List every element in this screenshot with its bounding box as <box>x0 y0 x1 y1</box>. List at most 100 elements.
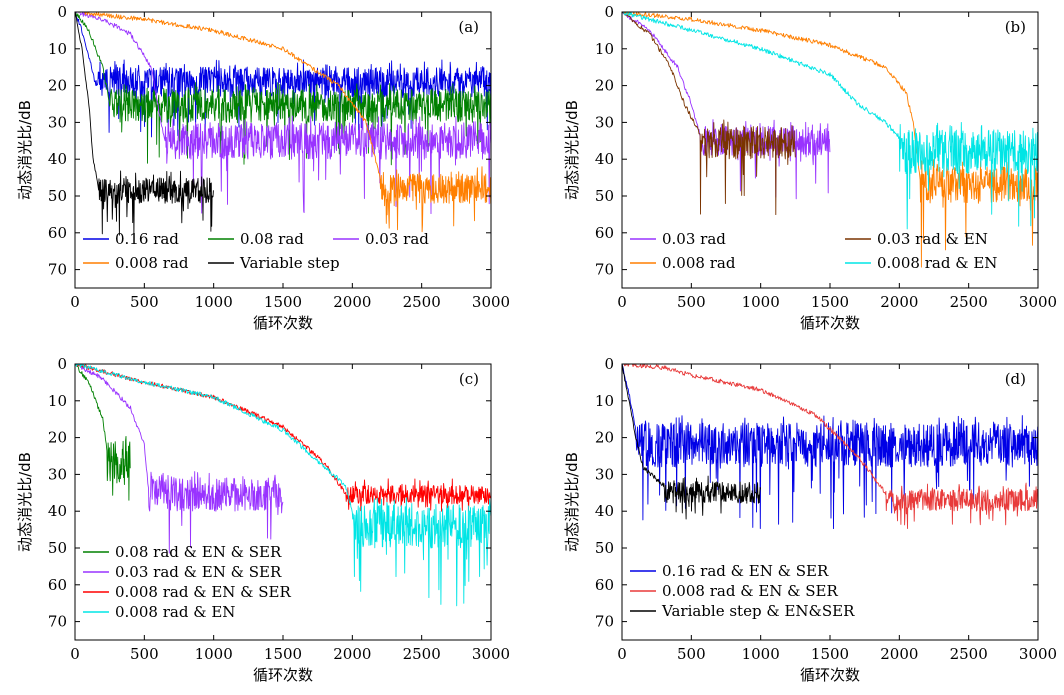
y-tick-label: 0 <box>604 3 614 21</box>
y-tick-label: 60 <box>48 224 67 242</box>
y-tick-label: 10 <box>595 40 614 58</box>
x-tick-label: 1500 <box>811 645 849 663</box>
y-tick-label: 30 <box>48 465 67 483</box>
x-axis-label: 循环次数 <box>253 314 313 332</box>
chart-panel-c: 0 500 1000 1500 2000 2500 3000 0 10 20 30 40 50 60 70 循… <box>16 355 510 684</box>
y-tick-label: 70 <box>595 261 614 279</box>
y-tick-label: 20 <box>595 429 614 447</box>
series-line-variable-step <box>75 12 214 236</box>
legend-entry: 0.03 rad & EN & SER <box>115 563 282 581</box>
legend-entry: 0.03 rad & EN <box>877 230 988 248</box>
y-tick-label: 40 <box>595 150 614 168</box>
legend-entry: 0.08 rad & EN & SER <box>115 543 282 561</box>
x-axis-label: 循环次数 <box>800 666 860 684</box>
y-tick-label: 10 <box>48 392 67 410</box>
series-line-0-008-rad-en <box>622 12 1038 230</box>
y-tick-label: 20 <box>48 429 67 447</box>
legend: 0.16 rad & EN & SER 0.008 rad & EN & SER V… <box>630 562 855 620</box>
legend-entry: 0.16 rad <box>115 230 179 248</box>
legend: 0.08 rad & EN & SER 0.03 rad & EN & SER 0.… <box>83 543 292 621</box>
x-tick-label: 1500 <box>264 293 302 311</box>
y-tick-label: 0 <box>57 355 67 373</box>
y-tick-label: 70 <box>48 261 67 279</box>
y-tick-label: 30 <box>48 113 67 131</box>
y-tick-label: 20 <box>595 77 614 95</box>
panel-label: (a) <box>458 18 479 36</box>
legend-entry: 0.008 rad & EN <box>877 254 997 272</box>
legend-entry: 0.03 rad <box>662 230 726 248</box>
x-tick-label: 2000 <box>333 645 371 663</box>
legend-entry: 0.03 rad <box>365 230 429 248</box>
x-tick-label: 1500 <box>264 645 302 663</box>
panel-label: (d) <box>1005 370 1026 388</box>
y-tick-label: 60 <box>48 576 67 594</box>
x-tick-label: 1000 <box>195 645 233 663</box>
x-tick-label: 500 <box>130 645 159 663</box>
series-line-0-008-rad <box>622 12 1038 268</box>
series-line-0-08-rad-en-ser <box>75 364 131 501</box>
x-tick-label: 2500 <box>950 293 988 311</box>
chart-panel-a: 0 500 1000 1500 2000 2500 3000 0 10 20 30 40 50 60 70 循… <box>16 3 510 332</box>
y-tick-label: 50 <box>48 187 67 205</box>
y-tick-label: 20 <box>48 77 67 95</box>
chart-panel-b: 0 500 1000 1500 2000 2500 3000 0 10 20 30 40 50 60 70 循… <box>563 3 1057 332</box>
x-axis-label: 循环次数 <box>800 314 860 332</box>
x-tick-label: 500 <box>677 293 706 311</box>
y-tick-label: 30 <box>595 465 614 483</box>
series-line-0-008-rad-en-ser <box>622 364 1038 529</box>
legend-entry: Variable step <box>239 254 340 272</box>
x-tick-label: 2000 <box>880 293 918 311</box>
x-tick-label: 2500 <box>403 293 441 311</box>
x-tick-label: 0 <box>70 293 80 311</box>
y-tick-label: 70 <box>48 613 67 631</box>
legend-entry: 0.008 rad <box>662 254 736 272</box>
x-tick-label: 1000 <box>742 645 780 663</box>
y-tick-label: 0 <box>604 355 614 373</box>
series-line-0-03-rad-en <box>622 12 796 216</box>
x-tick-label: 500 <box>677 645 706 663</box>
y-axis-label: 动态消光比/dB <box>563 452 581 552</box>
y-axis-label: 动态消光比/dB <box>563 100 581 200</box>
y-axis-label: 动态消光比/dB <box>16 452 34 552</box>
legend: 0.03 rad 0.03 rad & EN 0.008 rad 0.008 rad … <box>630 230 997 272</box>
chart-panel-d: 0 500 1000 1500 2000 2500 3000 0 10 20 30 40 50 60 70 循… <box>563 355 1057 684</box>
series-line-0-03-rad-en-ser <box>75 364 284 554</box>
series-line-0-008-rad-en <box>75 364 491 607</box>
x-tick-label: 2500 <box>403 645 441 663</box>
y-tick-label: 70 <box>595 613 614 631</box>
x-tick-label: 1500 <box>811 293 849 311</box>
y-tick-label: 60 <box>595 576 614 594</box>
legend-entry: 0.008 rad <box>115 254 189 272</box>
x-tick-label: 3000 <box>1019 645 1057 663</box>
x-tick-label: 0 <box>70 645 80 663</box>
series-line-0-008-rad <box>75 12 491 233</box>
x-tick-label: 1000 <box>195 293 233 311</box>
x-tick-label: 0 <box>617 293 627 311</box>
series-line-variable-step-en-ser <box>622 364 761 520</box>
legend-entry: 0.08 rad <box>240 230 304 248</box>
x-tick-label: 2000 <box>880 645 918 663</box>
y-tick-label: 60 <box>595 224 614 242</box>
y-tick-label: 50 <box>595 539 614 557</box>
y-tick-label: 0 <box>57 3 67 21</box>
y-tick-label: 30 <box>595 113 614 131</box>
x-tick-label: 2500 <box>950 645 988 663</box>
panel-label: (b) <box>1005 18 1026 36</box>
series-line-0-16-rad <box>75 12 491 138</box>
y-tick-label: 10 <box>595 392 614 410</box>
series-line-0-008-rad-en-ser <box>75 364 491 512</box>
y-tick-label: 40 <box>595 502 614 520</box>
x-tick-label: 1000 <box>742 293 780 311</box>
legend-entry: 0.16 rad & EN & SER <box>662 562 829 580</box>
legend-entry: 0.008 rad & EN <box>115 603 235 621</box>
y-tick-label: 50 <box>595 187 614 205</box>
legend-entry: 0.008 rad & EN & SER <box>662 582 839 600</box>
y-tick-label: 40 <box>48 502 67 520</box>
legend: 0.16 rad 0.08 rad 0.03 rad 0.008 rad Variabl… <box>83 230 429 272</box>
x-tick-label: 500 <box>130 293 159 311</box>
y-tick-label: 10 <box>48 40 67 58</box>
y-tick-label: 40 <box>48 150 67 168</box>
panel-label: (c) <box>459 370 479 388</box>
x-tick-label: 3000 <box>472 293 510 311</box>
